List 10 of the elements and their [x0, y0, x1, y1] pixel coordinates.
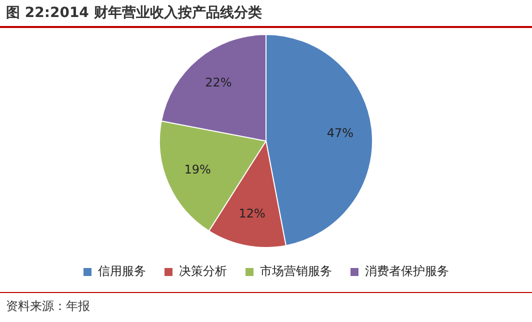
text: 资料来源：年报 — [6, 298, 90, 315]
chart-title: 图 22:2014 财年营业收入按产品线分类 — [6, 4, 262, 22]
data-label: 12% — [238, 206, 266, 220]
data-label: 22% — [205, 76, 232, 90]
legend-label: 市场营销服务 — [260, 264, 332, 278]
data-label: 47% — [326, 126, 354, 140]
legend-label: 消费者保护服务 — [365, 264, 449, 278]
legend-label: 决策分析 — [179, 264, 227, 278]
data-label: 19% — [184, 162, 211, 177]
legend-label: 信用服务 — [98, 264, 146, 278]
